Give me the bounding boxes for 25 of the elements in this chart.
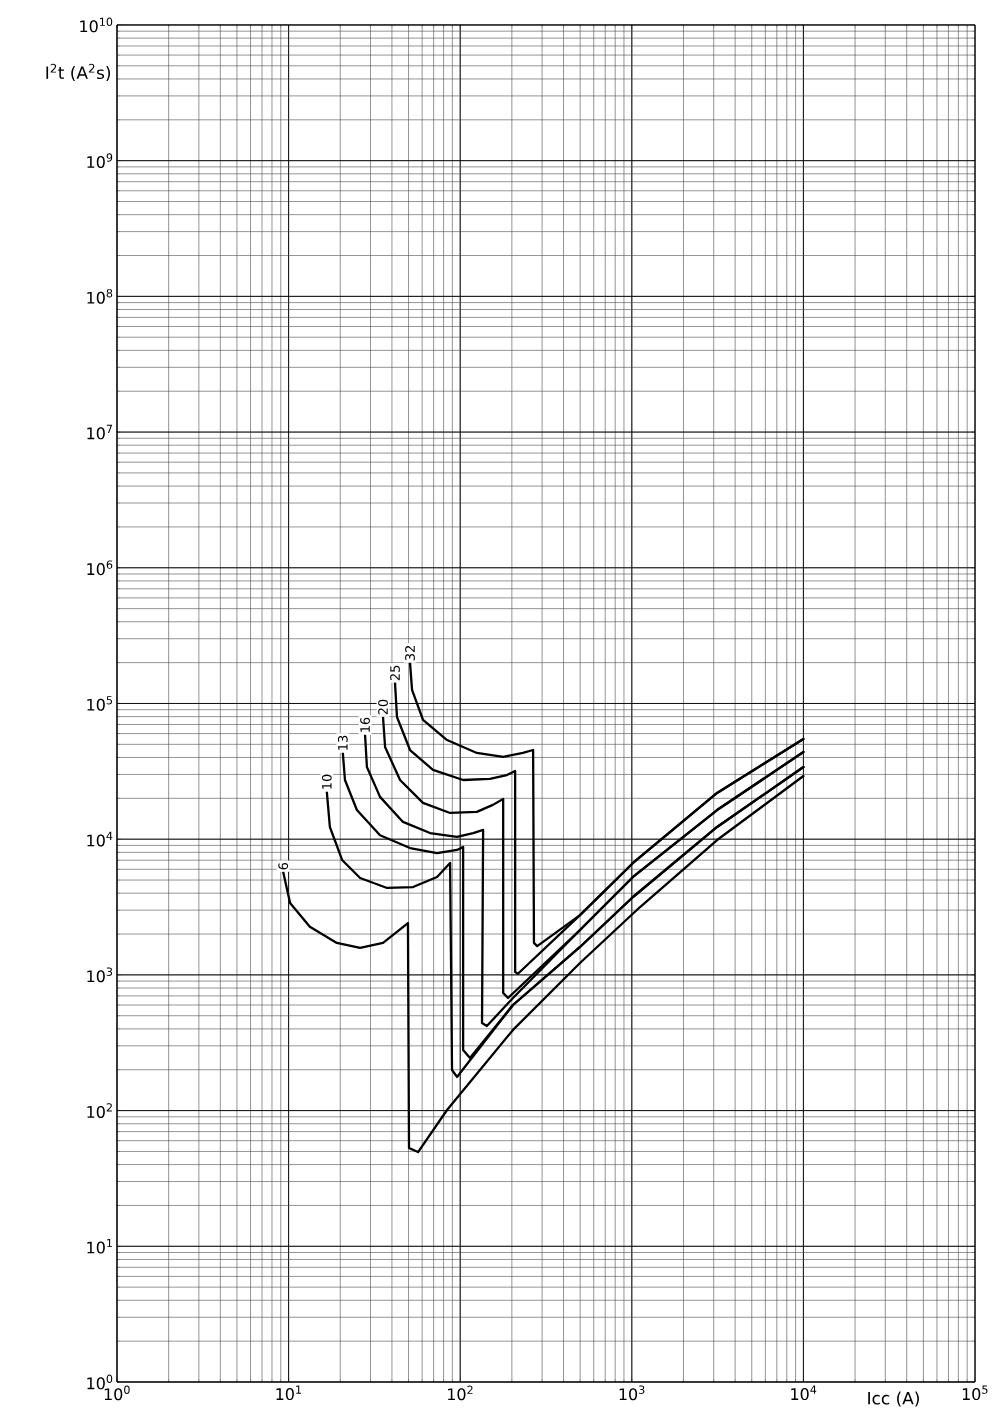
y-tick-label: 10$^{8}$	[87, 288, 113, 304]
y-axis-title: I$^{2}$t (A$^{2}$s)	[46, 63, 111, 82]
x-axis-title: Icc (A)	[868, 1391, 919, 1407]
text: 32	[405, 646, 415, 661]
y-tick-label: 10$^{4}$	[87, 831, 113, 847]
x-tick-label: 10$^{2}$	[448, 1385, 473, 1401]
text: 6	[278, 862, 289, 870]
x-tick-label: 10$^{3}$	[619, 1385, 645, 1401]
text: 20	[378, 699, 388, 715]
text: 13	[337, 735, 348, 750]
y-tick-label: 10$^{10}$	[80, 17, 113, 33]
y-tick-label: 10$^{9}$	[87, 153, 113, 169]
y-tick-label: 10$^{2}$	[87, 1103, 112, 1118]
y-tick-label: 10$^{6}$	[87, 560, 113, 576]
x-tick-label: 10$^{1}$	[276, 1385, 302, 1401]
y-tick-label: 10$^{7}$	[87, 424, 113, 440]
x-tick-label: 10$^{0}$	[104, 1385, 130, 1401]
x-tick-label: 10$^{4}$	[791, 1385, 817, 1401]
x-tick-label: 10$^{5}$	[962, 1385, 988, 1401]
y-tick-label: 10$^{3}$	[87, 967, 113, 983]
text: 10	[321, 774, 332, 789]
y-tick-label: 10$^{5}$	[87, 696, 113, 711]
text: 16	[360, 717, 370, 732]
y-tick-label: 10$^{1}$	[87, 1238, 112, 1254]
text: 25	[390, 665, 400, 681]
